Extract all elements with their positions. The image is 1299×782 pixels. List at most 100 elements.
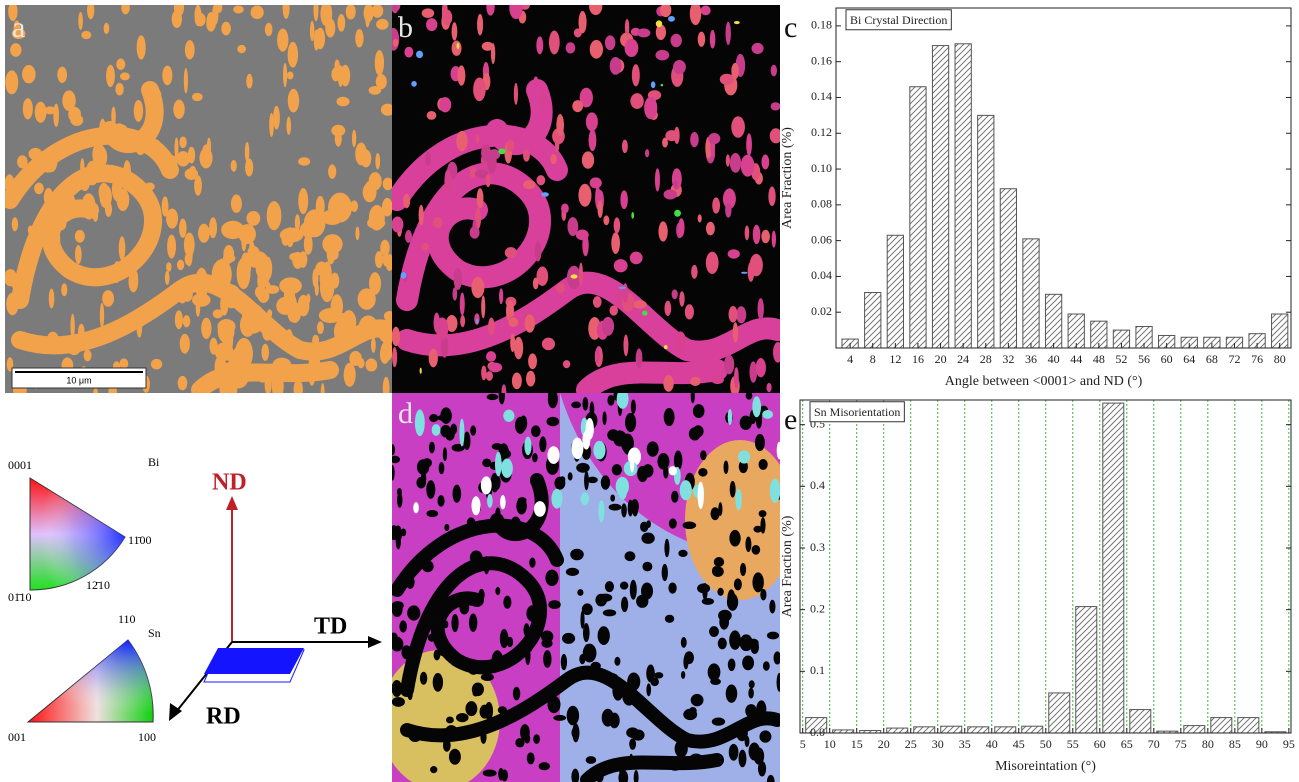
grain [229,366,249,388]
grain [292,252,303,269]
grain [644,97,657,119]
grain [763,661,770,670]
bar [865,293,881,348]
grain [112,177,122,201]
legend-label: Sn Misorientation [814,405,900,419]
x-tick-label: 35 [959,737,971,751]
grain [567,706,579,726]
grain [636,348,643,368]
grain [422,458,432,467]
bar [978,115,994,348]
grain [777,673,783,692]
grain [571,274,578,278]
grain [570,549,584,561]
grain [487,494,493,508]
grain [325,18,335,37]
grain [460,315,465,327]
grain [609,504,622,511]
grain [272,371,284,401]
td-arrow [368,636,382,648]
grain [742,655,754,670]
grain [752,43,764,54]
grain [710,30,716,49]
grain [561,654,567,670]
grain [630,580,637,600]
grain [645,149,649,157]
grain [621,597,628,613]
grain [104,23,110,34]
grain [572,438,584,460]
grain [524,437,531,456]
grain [375,50,384,76]
grain [582,234,588,256]
grain [729,630,741,650]
grain [598,200,603,218]
grain [479,524,487,532]
grain [61,283,67,296]
grain [734,578,742,590]
grain [630,252,643,265]
grain [678,550,687,557]
ipf-label: 0001 [8,458,32,472]
grain [514,337,523,360]
grain [498,706,507,714]
ipf-label: Bi [148,455,160,469]
grain [769,600,775,614]
grain [691,694,704,706]
x-tick-label: 56 [1138,352,1150,366]
grain [748,688,754,699]
grain [369,86,382,95]
grain [636,595,648,608]
grain [664,189,677,199]
grain [331,125,345,137]
ipf-label: 12̄10 [86,578,110,592]
grain [151,88,162,104]
grain [762,410,773,419]
grain [512,373,522,390]
grain [495,587,500,595]
grain [683,522,697,530]
grain [603,609,616,616]
grain [217,319,235,333]
grain [47,332,59,348]
grain [760,517,765,534]
grain [631,212,634,219]
grain [673,180,678,189]
grain [646,683,651,696]
grain [206,12,215,30]
grain [322,234,342,254]
grain [629,738,636,749]
grain [749,361,757,382]
grain [175,310,183,329]
grain [315,261,328,275]
x-axis-label: Misoreintation (°) [995,759,1096,774]
grain [509,317,519,327]
grain [371,337,376,353]
grain [706,252,719,274]
grain [726,154,730,166]
grain [432,424,441,436]
grain [358,288,376,309]
grain [291,367,297,381]
grain [429,349,438,368]
grain [439,635,443,651]
grain [119,236,126,260]
grain [485,702,493,721]
grain [530,479,539,486]
grain [151,359,162,370]
grain [428,634,436,642]
grain [622,283,628,303]
grain [578,184,591,207]
grain [510,334,515,352]
grain [486,174,491,187]
grain [618,287,626,289]
grain [502,450,512,458]
grain [419,205,424,226]
grain [669,764,681,771]
grain [724,355,734,375]
grain [183,315,190,327]
grain [595,348,599,363]
grain [625,551,636,561]
grain [390,465,394,481]
x-tick-label: 65 [1121,737,1133,751]
